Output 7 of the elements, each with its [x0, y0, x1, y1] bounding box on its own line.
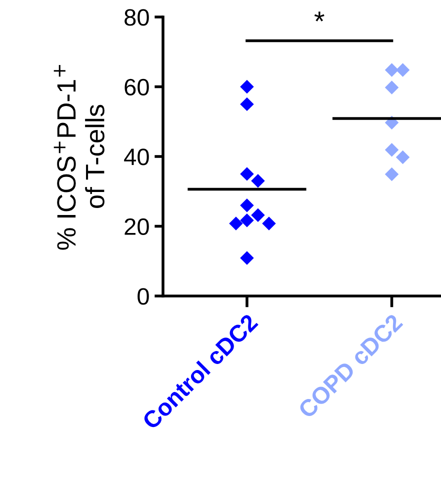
- annotation: *: [314, 12, 324, 22]
- y-tick-label: 80: [124, 9, 149, 26]
- text: % ICOS$^{+}$PD-1$^{+}$ of T-cells: [54, 65, 104, 250]
- y-tick-label: 0: [138, 288, 149, 305]
- y-tick-label: 60: [124, 78, 149, 96]
- y-tick-label: 20: [124, 218, 149, 236]
- y-tick-label: 40: [124, 148, 149, 166]
